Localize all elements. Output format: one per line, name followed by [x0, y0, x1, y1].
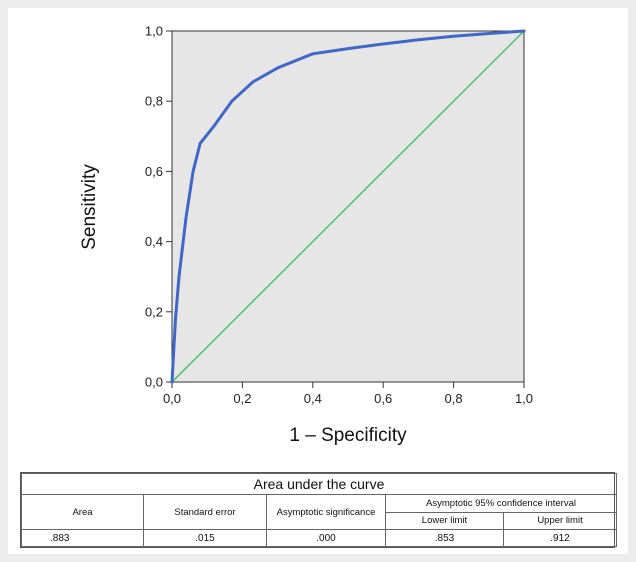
- x-axis: 0,0 0,2 0,4 0,6 0,8 1,0: [163, 382, 533, 406]
- value-standard-error: .015: [143, 529, 267, 547]
- y-tick-label: 0,2: [145, 304, 163, 319]
- value-lower-limit: .853: [385, 529, 504, 547]
- y-tick-label: 0,4: [145, 234, 163, 249]
- x-axis-label: 1 – Specificity: [289, 425, 407, 446]
- roc-curve-line: [170, 29, 526, 384]
- table-title: Area under the curve: [20, 473, 618, 495]
- x-tick-label: 0,2: [233, 391, 251, 406]
- x-tick-label: 1,0: [515, 391, 533, 406]
- header-upper-limit: Upper limit: [502, 511, 618, 530]
- x-tick-label: 0,0: [163, 391, 181, 406]
- y-tick-label: 0,8: [145, 94, 163, 109]
- roc-chart: 0,0 0,2 0,4 0,6 0,8 1,0 0,0 0,2 0,4 0,6 0,8 1,0 1 …: [79, 24, 533, 447]
- header-lower-limit: Lower limit: [385, 511, 504, 530]
- x-tick-label: 0,8: [445, 391, 463, 406]
- x-tick-label: 0,4: [304, 391, 322, 406]
- header-standard-error: Standard error: [143, 494, 267, 530]
- y-tick-label: 0,0: [145, 375, 163, 390]
- value-upper-limit: .912: [502, 529, 618, 547]
- auc-table: Area under the curve Area Standard error…: [20, 473, 618, 547]
- header-confidence-interval: Asymptotic 95% confidence interval: [384, 494, 618, 513]
- y-tick-label: 0,6: [145, 164, 163, 179]
- y-axis-label: Sensitivity: [79, 164, 100, 250]
- header-asymptotic-significance: Asymptotic significance: [266, 494, 386, 530]
- x-tick-label: 0,6: [374, 391, 392, 406]
- table-row: .883 .015 .000 .853 .912: [21, 529, 618, 547]
- header-area: Area: [21, 494, 144, 530]
- auc-table-container: Area under the curve Area Standard error…: [20, 472, 618, 548]
- y-axis: 0,0 0,2 0,4 0,6 0,8 1,0: [145, 24, 172, 390]
- series-layer: [170, 29, 526, 384]
- value-asymptotic-significance: .000: [266, 529, 386, 547]
- y-tick-label: 1,0: [145, 24, 163, 39]
- reference-diagonal-line: [171, 30, 525, 383]
- value-area: .883: [21, 529, 144, 547]
